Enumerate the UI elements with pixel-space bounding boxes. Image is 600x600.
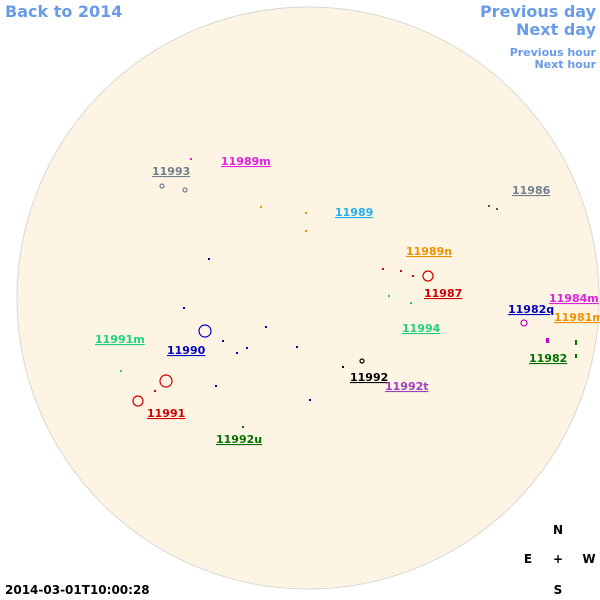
dot xyxy=(410,302,412,304)
dot xyxy=(388,295,390,297)
region-label: 11990 xyxy=(167,344,206,357)
previous-hour-link[interactable]: Previous hour xyxy=(510,46,597,59)
spot xyxy=(198,324,212,338)
dot xyxy=(309,399,311,401)
region-label: 11984m xyxy=(549,292,599,305)
dot xyxy=(260,206,262,208)
dot xyxy=(400,270,402,272)
dot xyxy=(296,346,298,348)
region-label: 11986 xyxy=(512,184,551,197)
dot xyxy=(222,340,224,342)
next-day-link[interactable]: Next day xyxy=(516,20,597,39)
region-label: 11994 xyxy=(402,322,441,335)
dot xyxy=(305,212,307,214)
spot-dots xyxy=(120,158,577,428)
spot xyxy=(159,374,173,388)
spot xyxy=(182,187,188,193)
compass-west: W xyxy=(582,552,595,566)
dot xyxy=(154,390,156,392)
region-label: 11991m xyxy=(95,333,145,346)
region-label: 11989n xyxy=(406,245,452,258)
dot xyxy=(246,347,248,349)
spot xyxy=(359,358,365,364)
region-label: 11992 xyxy=(350,371,388,384)
spot xyxy=(159,183,165,189)
dot xyxy=(242,426,244,428)
region-label: 11992t xyxy=(385,380,429,393)
spot xyxy=(422,270,434,282)
dot xyxy=(120,370,122,372)
region-label: 11989m xyxy=(221,155,271,168)
next-hour-link[interactable]: Next hour xyxy=(535,58,597,71)
spot xyxy=(132,395,144,407)
dot xyxy=(575,340,577,345)
region-label: 11982 xyxy=(529,352,567,365)
dot xyxy=(546,338,549,343)
compass-south: S xyxy=(554,583,563,597)
dot xyxy=(236,352,238,354)
region-label: 11991 xyxy=(147,407,185,420)
dot xyxy=(496,208,498,210)
dot xyxy=(265,326,267,328)
region-label: 11982q xyxy=(508,303,554,316)
dot xyxy=(342,366,344,368)
dot xyxy=(305,230,307,232)
region-label: 11992u xyxy=(216,433,262,446)
dot xyxy=(412,275,414,277)
previous-day-link[interactable]: Previous day xyxy=(480,2,597,21)
back-link[interactable]: Back to 2014 xyxy=(5,2,122,21)
compass-center: + xyxy=(553,552,563,566)
dot xyxy=(215,385,217,387)
solar-disk xyxy=(16,6,600,590)
compass-north: N xyxy=(553,523,563,537)
spots xyxy=(132,183,528,407)
timestamp: 2014-03-01T10:00:28 xyxy=(5,583,150,597)
dot xyxy=(488,205,490,207)
spot xyxy=(520,319,528,327)
region-label: 11987 xyxy=(424,287,462,300)
region-label: 11981m xyxy=(554,311,600,324)
region-label: 11989 xyxy=(335,206,373,219)
dot xyxy=(190,158,192,160)
dot xyxy=(208,258,210,260)
compass-east: E xyxy=(524,552,532,566)
dot xyxy=(575,354,577,358)
dot xyxy=(382,268,384,270)
region-label: 11993 xyxy=(152,165,190,178)
dot xyxy=(183,307,185,309)
